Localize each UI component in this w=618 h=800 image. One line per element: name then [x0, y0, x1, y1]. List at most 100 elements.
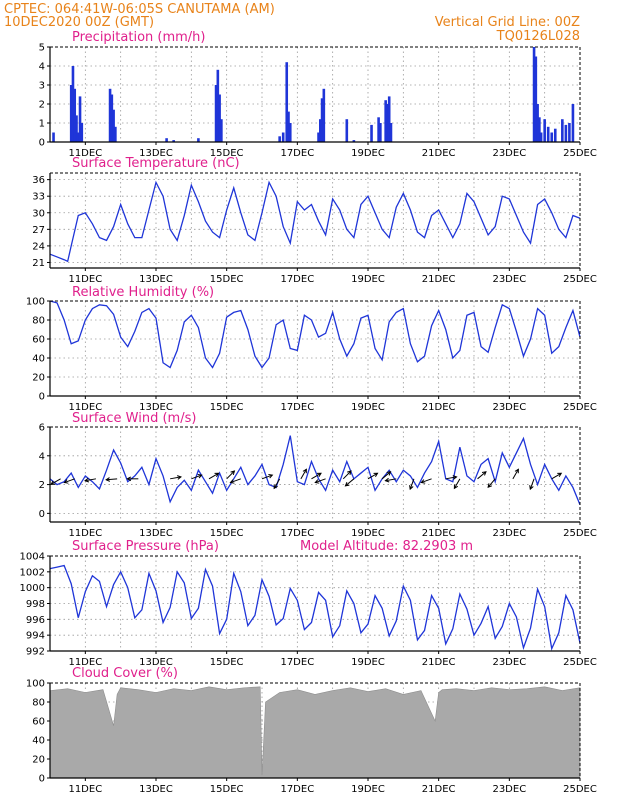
- wind-vector-shaft: [273, 478, 281, 489]
- x-tick-label: 11DEC: [68, 402, 102, 413]
- panel-1: 0 1 2 3 4 5 11DEC 13DEC 15DEC 17DEC 19DEC 21DEC 23DE…: [39, 30, 597, 159]
- x-tick-label: 25DEC: [563, 784, 597, 795]
- wind-vector-shaft: [345, 478, 355, 487]
- y-tick-label: 80: [32, 698, 45, 709]
- wind-vector: [314, 478, 326, 484]
- wind-vector-head: [268, 473, 274, 479]
- precip-bar: [377, 117, 380, 142]
- wind-vector-shaft: [261, 474, 273, 480]
- y-tick-label: 994: [26, 631, 45, 642]
- x-tick-label: 21DEC: [422, 657, 456, 668]
- x-tick-label: 13DEC: [139, 148, 173, 159]
- wind-vector: [261, 473, 274, 480]
- y-tick-label: 1004: [20, 552, 45, 563]
- wind-vector-head: [481, 471, 487, 476]
- x-tick-label: 15DEC: [210, 657, 244, 668]
- y-tick-label: 6: [39, 423, 45, 434]
- precip-bar: [216, 69, 220, 142]
- precip-bar: [561, 119, 564, 142]
- wind-vector: [208, 472, 220, 480]
- wind-vector: [226, 470, 236, 480]
- x-tick-label: 17DEC: [280, 784, 314, 795]
- y-tick-label: 60: [32, 717, 45, 728]
- x-tick-label: 23DEC: [492, 402, 526, 413]
- y-tick-label: 3: [39, 81, 45, 92]
- x-tick-label: 15DEC: [210, 148, 244, 159]
- precip-bar: [220, 119, 223, 142]
- x-tick-label: 11DEC: [68, 528, 102, 539]
- precip-bar: [108, 88, 112, 142]
- wind-vector-head: [273, 484, 278, 490]
- wind-vector-head: [344, 481, 350, 487]
- wind-vector-shaft: [409, 478, 415, 490]
- y-tick-label: 4: [39, 451, 45, 462]
- precip-bar: [52, 132, 55, 142]
- wind-vector: [344, 478, 355, 487]
- x-tick-label: 23DEC: [492, 274, 526, 285]
- panel-title: Precipitation (mm/h): [72, 30, 205, 45]
- precip-bar: [553, 128, 557, 142]
- wind-vector-head: [409, 485, 414, 491]
- precip-bar: [76, 132, 80, 142]
- x-tick-label: 15DEC: [210, 784, 244, 795]
- panel-title: Surface Pressure (hPa): [72, 539, 219, 554]
- wind-vector: [445, 475, 458, 480]
- precip-bar: [71, 66, 75, 142]
- y-tick-label: 1002: [20, 567, 45, 578]
- x-tick-label: 13DEC: [139, 657, 173, 668]
- y-tick-label: 0: [39, 774, 45, 785]
- x-tick-label: 19DEC: [351, 528, 385, 539]
- precip-bar: [218, 94, 221, 142]
- precip-bar: [288, 123, 292, 142]
- precip-bar: [543, 119, 546, 142]
- wind-vector-head: [453, 484, 459, 490]
- wind-vector: [477, 471, 487, 480]
- precip-bar: [165, 138, 168, 142]
- wind-vector: [384, 477, 397, 483]
- y-tick-label: 21: [32, 258, 45, 269]
- x-tick-label: 15DEC: [210, 528, 244, 539]
- precip-bar: [320, 98, 324, 142]
- wind-vector: [105, 477, 118, 482]
- wind-vector-shaft: [311, 472, 322, 480]
- y-tick-label: 1000: [20, 583, 45, 594]
- x-tick-label: 11DEC: [68, 784, 102, 795]
- wind-vector: [126, 476, 139, 482]
- y-tick-label: 60: [32, 335, 45, 346]
- wind-vector-shaft: [512, 469, 519, 480]
- x-tick-label: 17DEC: [280, 528, 314, 539]
- precip-bar: [110, 94, 114, 142]
- wind-vector-shaft: [226, 470, 235, 480]
- wind-vector-shaft: [367, 472, 378, 480]
- wind-vector-shaft: [208, 472, 219, 480]
- y-tick-label: 5: [39, 43, 45, 54]
- wind-vector: [229, 478, 241, 484]
- wind-vector-head: [230, 470, 236, 476]
- wind-vector-head: [105, 477, 111, 482]
- wind-vector-head: [452, 475, 458, 480]
- precip-bar: [387, 96, 391, 142]
- x-tick-label: 13DEC: [139, 274, 173, 285]
- x-tick-label: 23DEC: [492, 784, 526, 795]
- precip-bar: [386, 104, 389, 142]
- y-tick-label: 20: [32, 373, 45, 384]
- x-tick-label: 15DEC: [210, 274, 244, 285]
- x-tick-label: 21DEC: [422, 274, 456, 285]
- y-tick-label: 40: [32, 354, 45, 365]
- x-tick-label: 19DEC: [351, 148, 385, 159]
- wind-vector-shaft: [342, 470, 352, 480]
- wind-vector-shaft: [421, 478, 432, 484]
- x-tick-label: 13DEC: [139, 528, 173, 539]
- series-line: [49, 300, 581, 369]
- y-tick-label: 40: [32, 736, 45, 747]
- wind-vector-head: [487, 483, 493, 489]
- wind-vector-shaft: [170, 476, 182, 480]
- x-tick-label: 25DEC: [563, 402, 597, 413]
- wind-vector-shaft: [551, 472, 562, 480]
- x-tick-label: 19DEC: [351, 657, 385, 668]
- precip-bar: [80, 123, 84, 142]
- y-tick-label: 36: [32, 175, 45, 186]
- y-tick-label: 100: [26, 297, 45, 308]
- precip-bar: [285, 62, 289, 143]
- wind-vector: [63, 478, 75, 484]
